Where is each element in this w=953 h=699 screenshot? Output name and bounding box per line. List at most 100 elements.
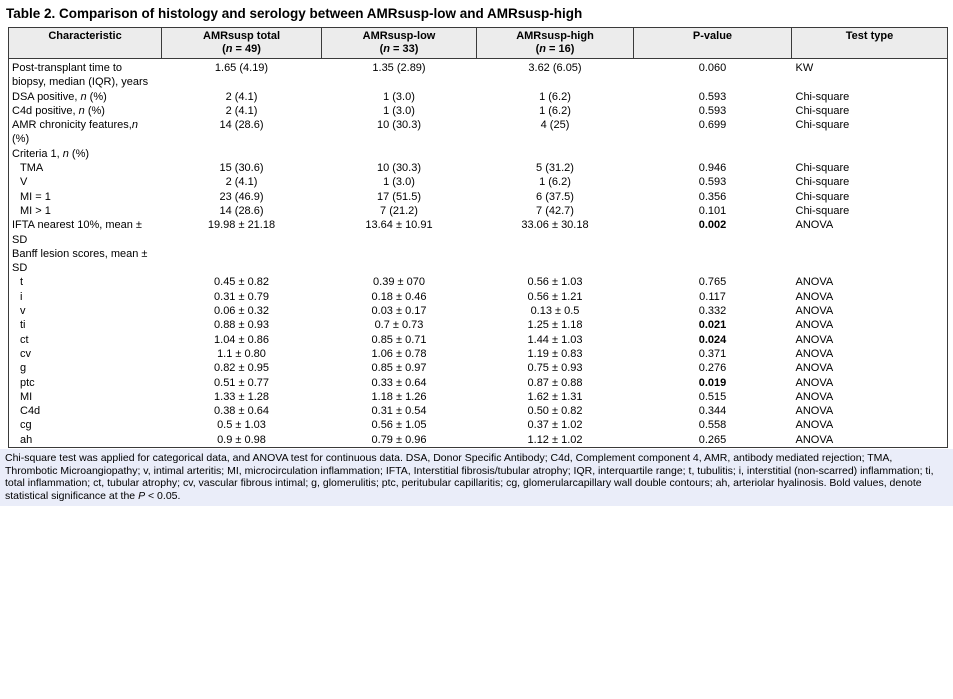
cell-value-high: 0.50 ± 0.82 <box>527 405 583 418</box>
table-row: Post-transplant time to biopsy, median (… <box>9 59 948 90</box>
cell-p-value <box>634 147 792 161</box>
header-row: Characteristic AMRsusp total (n = 49) AMRsu… <box>8 27 948 59</box>
cell-characteristic: V <box>20 176 28 189</box>
cell-value-total: 1.04 ± 0.86 <box>214 333 269 346</box>
table-row: C4d 0.38 ± 0.64 0.31 ± 0.54 0.50 ± 0.82 0.34… <box>9 404 948 418</box>
table-row: v 0.06 ± 0.32 0.03 ± 0.17 0.13 ± 0.5 0.332 AN… <box>9 304 948 318</box>
cell-value-total <box>162 147 322 161</box>
cell-value-total: 1.65 (4.19) <box>214 62 269 74</box>
cell-value-high: 0.13 ± 0.5 <box>530 305 580 318</box>
cell-test-type: ANOVA <box>795 405 834 418</box>
cell-value-total: 0.06 ± 0.32 <box>214 305 269 318</box>
cell-p-value: 0.024 <box>698 333 727 346</box>
cell-characteristic: IFTA nearest 10%, mean ± SD <box>12 219 142 246</box>
column-header-2: AMRsusp-low (n = 33) <box>321 27 477 59</box>
cell-characteristic: DSA positive, n (%) <box>12 90 107 103</box>
cell-test-type: ANOVA <box>795 419 834 432</box>
table-body: Post-transplant time to biopsy, median (… <box>9 59 948 448</box>
table-row: C4d positive, n (%) 2 (4.1) 1 (3.0) 1 (6.2)… <box>9 104 948 118</box>
cell-p-value: 0.765 <box>698 276 727 289</box>
table-row: AMR chronicity features,n (%) 14 (28.6) 10… <box>9 118 948 147</box>
cell-test-type <box>792 147 948 161</box>
table-header: Characteristic AMRsusp total (n = 49) AMRsu… <box>8 27 948 59</box>
cell-value-low: 1 (3.0) <box>383 104 415 117</box>
cell-value-low: 17 (51.5) <box>376 190 422 203</box>
cell-characteristic: v <box>20 305 26 318</box>
cell-value-low: 7 (21.2) <box>380 204 418 217</box>
cell-p-value: 0.558 <box>698 419 727 432</box>
table-row: cv 1.1 ± 0.80 1.06 ± 0.78 1.19 ± 0.83 0.371 A… <box>9 347 948 361</box>
cell-characteristic: Post-transplant time to biopsy, median (… <box>12 62 149 89</box>
cell-value-high: 3.62 (6.05) <box>528 62 582 74</box>
cell-p-value: 0.117 <box>699 290 726 303</box>
cell-test-type: Chi-square <box>795 176 850 189</box>
cell-value-high: 4 (25) <box>540 119 570 132</box>
table-row: ah 0.9 ± 0.98 0.79 ± 0.96 1.12 ± 1.02 0.265 A… <box>9 433 948 448</box>
cell-value-high: 7 (42.7) <box>536 204 574 217</box>
cell-value-total: 23 (46.9) <box>219 190 264 203</box>
cell-test-type: ANOVA <box>795 276 834 289</box>
cell-test-type: ANOVA <box>795 362 834 375</box>
cell-characteristic: Banff lesion scores, mean ± SD <box>12 247 148 275</box>
cell-value-high: 1.62 ± 1.31 <box>527 390 583 403</box>
cell-characteristic: ptc <box>20 376 35 389</box>
cell-value-low: 1 (3.0) <box>383 90 415 103</box>
cell-test-type: Chi-square <box>795 162 850 175</box>
cell-value-total: 1.33 ± 1.28 <box>214 390 269 403</box>
cell-value-total: 0.38 ± 0.64 <box>214 405 269 418</box>
cell-value-total: 0.9 ± 0.98 <box>217 433 266 446</box>
cell-value-total: 14 (28.6) <box>219 119 264 132</box>
cell-value-high <box>477 247 634 276</box>
column-header-1: AMRsusp total (n = 49) <box>161 27 322 59</box>
cell-value-low: 10 (30.3) <box>376 162 422 175</box>
cell-test-type: Chi-square <box>795 204 850 217</box>
cell-test-type: ANOVA <box>795 347 834 360</box>
table-row: V 2 (4.1) 1 (3.0) 1 (6.2) 0.593 Chi-square <box>9 175 948 189</box>
cell-value-low: 0.03 ± 0.17 <box>371 305 427 318</box>
cell-value-total: 2 (4.1) <box>225 176 258 189</box>
cell-characteristic: t <box>20 276 24 289</box>
cell-value-total: 2 (4.1) <box>225 90 258 103</box>
cell-p-value: 0.276 <box>698 362 727 375</box>
cell-test-type: ANOVA <box>795 305 834 318</box>
cell-value-high: 0.56 ± 1.21 <box>527 290 583 303</box>
column-header-3: AMRsusp-high (n = 16) <box>476 27 634 59</box>
cell-value-total: 19.98 ± 21.18 <box>207 219 276 232</box>
cell-p-value: 0.593 <box>698 104 727 117</box>
table-row: t 0.45 ± 0.82 0.39 ± 070 0.56 ± 1.03 0.765 AN… <box>9 275 948 289</box>
cell-value-high: 1.12 ± 1.02 <box>527 433 583 446</box>
table-row: ct 1.04 ± 0.86 0.85 ± 0.71 1.44 ± 1.03 0.024… <box>9 333 948 347</box>
cell-test-type: Chi-square <box>795 190 850 203</box>
cell-characteristic: C4d positive, n (%) <box>12 104 105 117</box>
cell-p-value: 0.002 <box>698 219 727 232</box>
cell-characteristic: ti <box>20 319 26 332</box>
cell-value-total: 0.88 ± 0.93 <box>214 319 269 332</box>
table-row: DSA positive, n (%) 2 (4.1) 1 (3.0) 1 (6.2)… <box>9 90 948 104</box>
cell-characteristic: i <box>20 290 23 303</box>
cell-value-high: 1.19 ± 0.83 <box>527 347 583 360</box>
cell-p-value <box>634 247 792 276</box>
table-row: MI = 1 23 (46.9) 17 (51.5) 6 (37.5) 0.356 Chi… <box>9 190 948 204</box>
footnote: Chi-square test was applied for categori… <box>0 449 953 507</box>
cell-value-high: 1 (6.2) <box>539 90 571 103</box>
cell-value-high: 5 (31.2) <box>536 162 574 175</box>
cell-test-type <box>792 247 948 276</box>
cell-value-low: 0.79 ± 0.96 <box>371 433 427 446</box>
cell-characteristic: ct <box>20 333 29 346</box>
cell-value-high <box>477 147 634 161</box>
table-row: ptc 0.51 ± 0.77 0.33 ± 0.64 0.87 ± 0.88 0.01… <box>9 376 948 390</box>
cell-value-high: 1.25 ± 1.18 <box>527 319 583 332</box>
cell-characteristic: MI = 1 <box>20 190 51 203</box>
cell-value-total: 14 (28.6) <box>219 204 264 217</box>
cell-value-low: 1.18 ± 1.26 <box>371 390 427 403</box>
cell-value-high: 0.37 ± 1.02 <box>527 419 583 432</box>
cell-value-total: 0.82 ± 0.95 <box>214 362 269 375</box>
cell-test-type: ANOVA <box>795 319 834 332</box>
cell-test-type: Chi-square <box>795 119 850 132</box>
table-row: g 0.82 ± 0.95 0.85 ± 0.97 0.75 ± 0.93 0.276 A… <box>9 361 948 375</box>
cell-p-value: 0.593 <box>698 90 727 103</box>
cell-value-high: 1 (6.2) <box>539 104 571 117</box>
cell-value-high: 6 (37.5) <box>536 190 574 203</box>
column-header-0: Characteristic <box>8 27 162 59</box>
cell-characteristic: cv <box>20 347 31 360</box>
